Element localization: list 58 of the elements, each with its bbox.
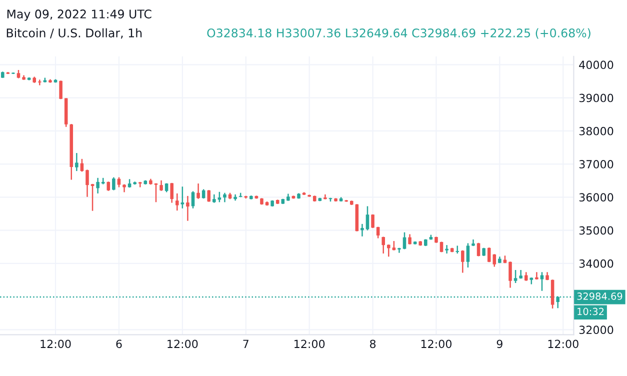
x-tick-label: 6 (116, 340, 122, 348)
candlestick (492, 254, 496, 268)
candlestick (38, 78, 42, 86)
x-tick-label: 9 (496, 340, 502, 348)
candlestick (90, 183, 94, 212)
y-tick-label: 38000 (579, 126, 614, 136)
text: 10:32 (578, 308, 604, 316)
candlestick (366, 206, 370, 231)
y-tick-label: 36000 (579, 193, 614, 202)
candlestick (387, 244, 390, 258)
candlestick (180, 186, 184, 209)
candlestick (154, 182, 158, 203)
candlestick (382, 236, 385, 254)
candlestick (466, 242, 470, 268)
x-tick-label: 12:00 (294, 340, 325, 348)
candlestick (96, 177, 100, 194)
candlestick (207, 189, 210, 202)
x-tick-label: 12:00 (40, 340, 71, 348)
chart-title: Bitcoin / U.S. Dollar, 1h (6, 28, 142, 39)
candlestick (59, 80, 62, 100)
candlestick (445, 244, 448, 254)
x-tick-label: 8 (370, 340, 376, 348)
candlestick (514, 269, 518, 284)
text: May 09, 2022 11:49 UTC (7, 10, 152, 21)
candlestick (360, 223, 364, 238)
candlestick (540, 272, 544, 292)
candlestick (461, 250, 464, 274)
candlestick (186, 195, 190, 222)
candlestick (508, 260, 512, 288)
candlestick (371, 214, 374, 229)
y-tick-label: 39000 (579, 94, 614, 102)
candlestick (117, 176, 121, 188)
candlestick (75, 152, 78, 172)
y-tick-label: 37000 (579, 160, 614, 168)
candlestick (392, 240, 396, 251)
candlestick (408, 234, 412, 246)
candlestick (86, 169, 89, 198)
candlestick (175, 192, 179, 212)
candlestick (191, 190, 195, 209)
x-tick-label: 12:00 (548, 340, 578, 348)
x-tick-label: 12:00 (168, 340, 198, 348)
x-tick-label: 7 (243, 340, 248, 348)
y-tick-label: 34000 (579, 259, 614, 268)
candlestick (106, 180, 110, 192)
ref-line-label: 32984.69 (577, 292, 622, 300)
chart-subtitle: O32834.18 H33007.36 L32649.64 C32984.69 +222.25 (+0.68%) (207, 28, 590, 39)
y-tick-label: 35000 (579, 226, 614, 235)
candlestick (402, 232, 406, 250)
candlestick (160, 180, 163, 192)
candlestick (112, 176, 116, 191)
candlestick (170, 182, 174, 204)
candlestick (223, 192, 226, 203)
x-tick-label: 12:00 (421, 340, 452, 348)
y-tick-label: 40000 (579, 60, 614, 70)
candlestick (476, 242, 480, 257)
y-tick-label: 32000 (579, 326, 614, 334)
candlestick (196, 182, 200, 200)
candlestick (487, 246, 491, 263)
